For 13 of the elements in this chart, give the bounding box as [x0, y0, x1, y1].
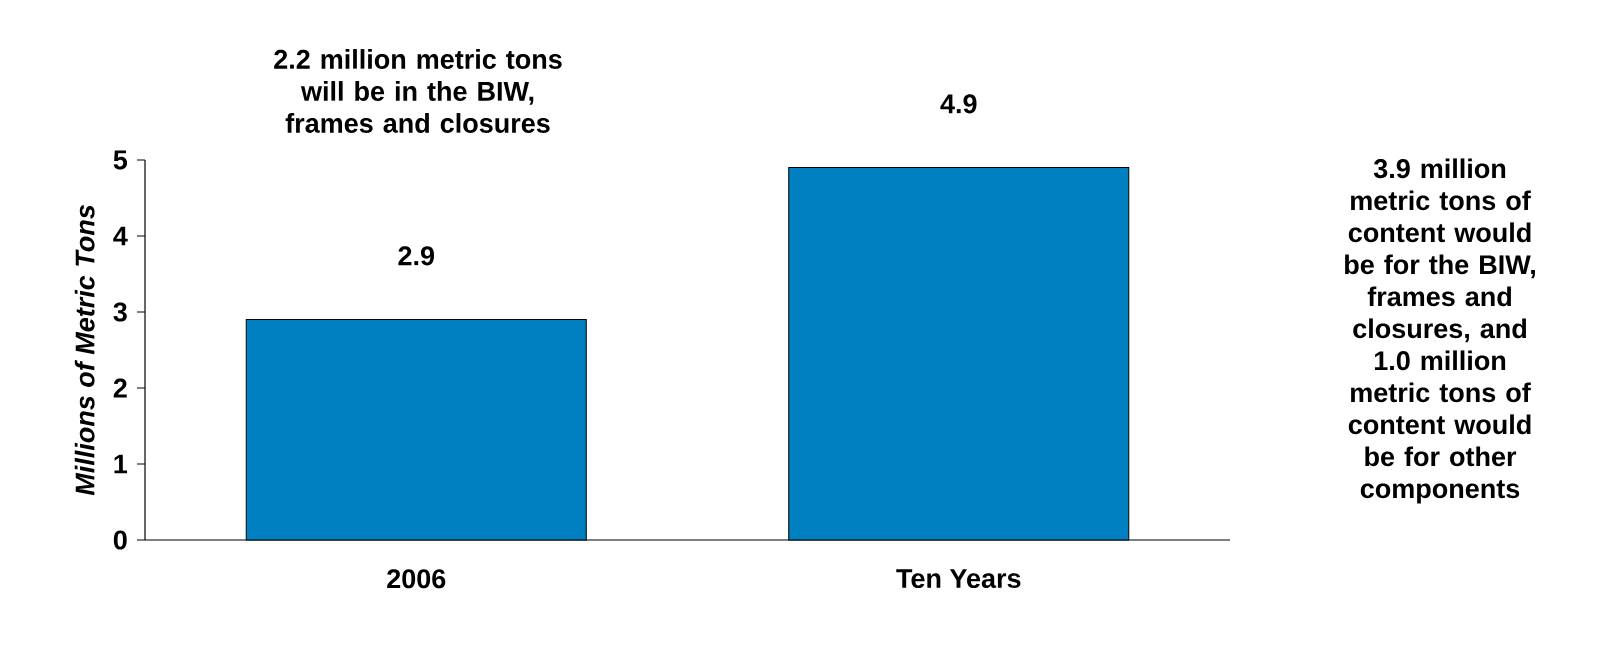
text: 3.9 million metric tons of content would be for the BIW, frames and closures, and 1.0 million metric tons of content would be for other components: [1345, 158, 1535, 504]
y-axis-title: Millions of Metric Tons: [74, 205, 95, 496]
y-tick-label: 3: [113, 302, 127, 322]
y-tick-label: 1: [114, 454, 128, 474]
x-tick-label: Ten Years: [896, 569, 1021, 589]
y-tick-label: 2: [113, 378, 127, 398]
data-label: 2.9: [398, 246, 435, 266]
text: 2.2 million metric tons will be in the BIW, frames and closures: [274, 49, 562, 133]
data-label: 4.9: [940, 94, 977, 114]
y-tick-label: 0: [113, 530, 127, 550]
y-tick-label: 5: [113, 150, 128, 170]
x-tick-label: 2006: [387, 569, 446, 589]
y-tick-label: 4: [113, 226, 128, 246]
